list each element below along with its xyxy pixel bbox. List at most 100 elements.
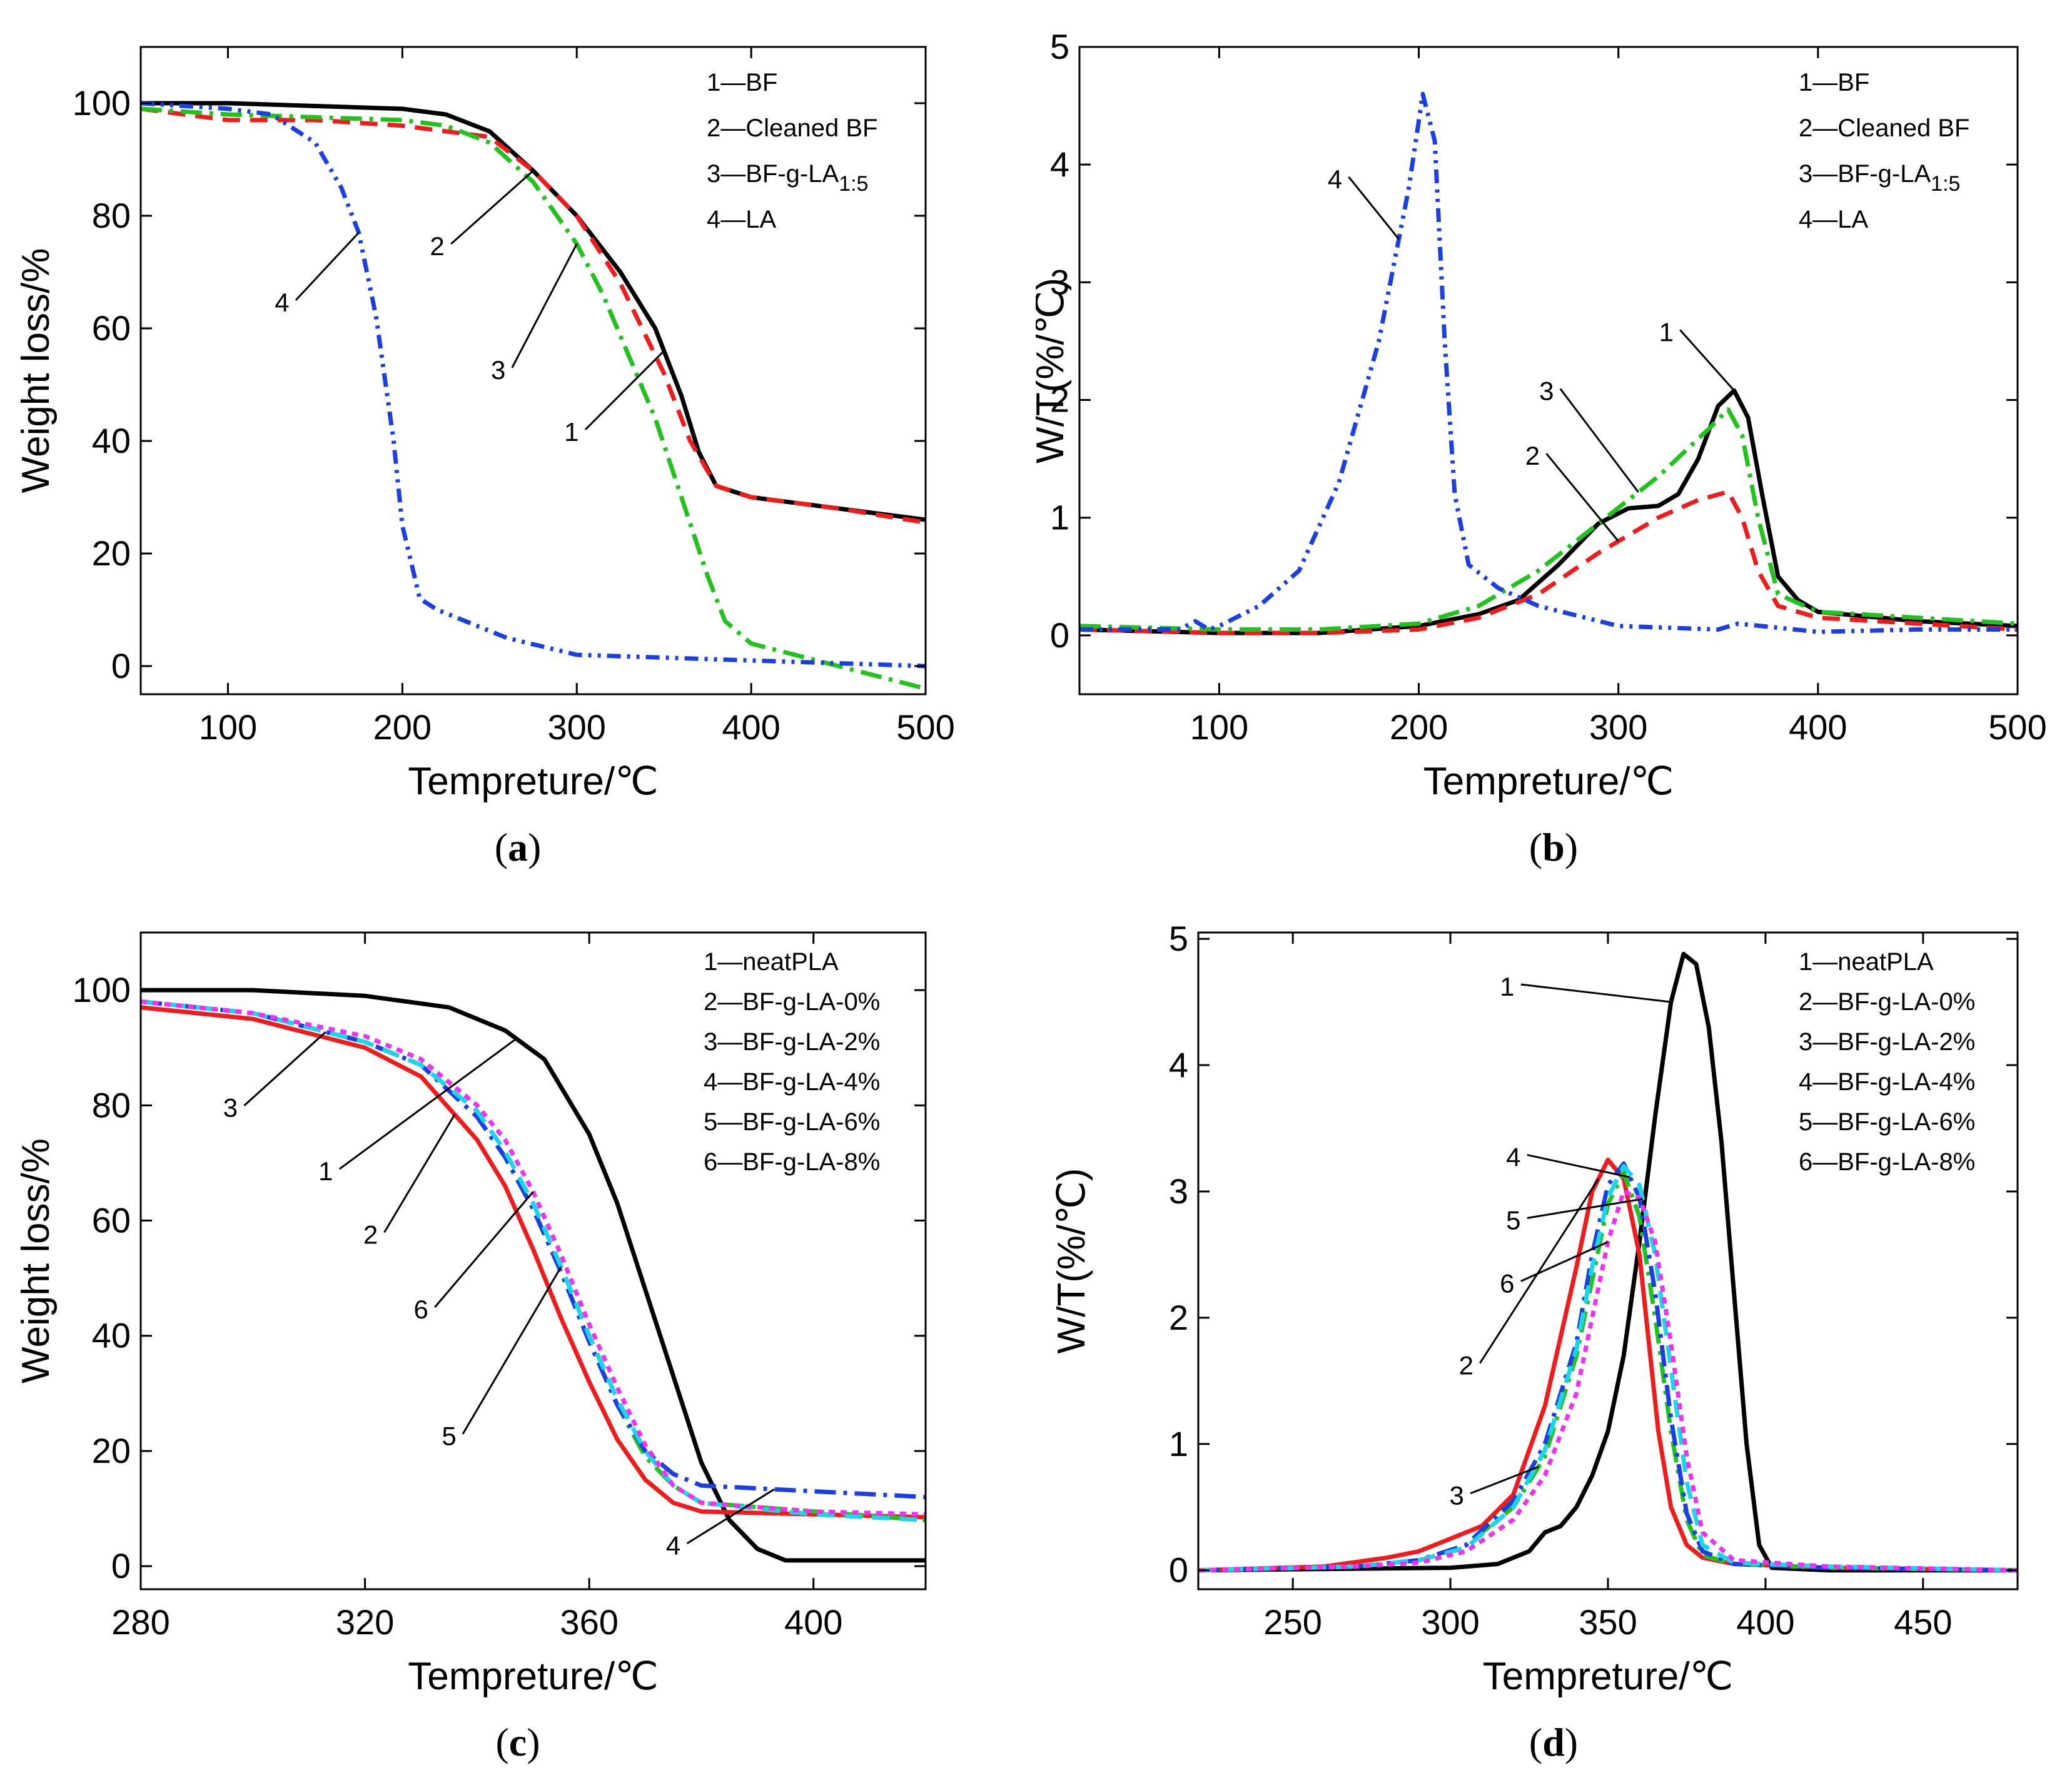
x-axis-label: Tempreture/℃ <box>1423 760 1674 803</box>
annotation-label: 4 <box>666 1531 680 1560</box>
annotation-label: 2 <box>1459 1351 1473 1380</box>
y-tick-label: 4 <box>1050 144 1069 184</box>
x-tick-label: 200 <box>373 707 432 747</box>
legend-entry: 4—BF-g-LA-4% <box>704 1068 880 1096</box>
x-tick-label: 400 <box>1789 707 1847 747</box>
caption-c: (c) <box>495 1720 540 1764</box>
y-tick-label: 3 <box>1050 262 1069 301</box>
x-tick-label: 400 <box>784 1602 842 1642</box>
legend-entry: 1—neatPLA <box>704 948 839 976</box>
y-axis-label: W/T(%/℃) <box>1036 278 1072 463</box>
x-tick-label: 100 <box>1190 707 1248 747</box>
plot-frame <box>139 46 927 695</box>
plot-frame <box>139 931 927 1590</box>
annotation-leader <box>338 1038 517 1170</box>
annotation-leader <box>450 169 534 245</box>
annotation-label: 4 <box>1506 1143 1520 1172</box>
y-tick-label: 0 <box>111 646 131 685</box>
y-tick-label: 100 <box>73 970 131 1009</box>
annotation-label: 5 <box>1506 1206 1520 1235</box>
legend-entry: 5—BF-g-LA-6% <box>1799 1108 1975 1136</box>
annotation-leader <box>1679 329 1735 392</box>
x-tick-label: 500 <box>1988 707 2046 747</box>
x-tick-label: 450 <box>1894 1602 1952 1642</box>
chart-b: 100 200 300 400 500 0 1 2 3 4 5 Tempreture/℃ W/T(%/℃… <box>1036 27 2047 803</box>
x-tick-label: 300 <box>1421 1602 1479 1642</box>
y-tick-label: 80 <box>92 1085 131 1125</box>
x-axis-label: Tempreture/℃ <box>408 1655 658 1698</box>
series-4-line <box>141 101 926 669</box>
series-3-line <box>1198 1170 2018 1573</box>
legend-entry: 3—BF-g-LA1:5 <box>707 160 868 196</box>
y-tick-label: 0 <box>111 1546 131 1585</box>
series-2-line <box>1079 489 2018 635</box>
panel-d: 250 300 350 400 450 0 1 2 3 4 5 Tempreture/℃ W/T(%/℃… <box>1036 895 2071 1790</box>
series-2-line <box>141 106 926 525</box>
series-3-line <box>1079 407 2018 632</box>
legend-entry: 2—Cleaned BF <box>707 114 877 142</box>
x-tick-label: 360 <box>560 1602 618 1642</box>
legend-entry: 3—BF-g-LA-2% <box>1799 1028 1975 1056</box>
chart-c: 280 320 360 400 0 20 40 60 80 100 Tempreture/℃ Weig… <box>14 931 927 1698</box>
series-1-line <box>1198 951 2018 1573</box>
caption-d: (d) <box>1529 1720 1579 1764</box>
chart-d: 250 300 350 400 450 0 1 2 3 4 5 Tempreture/℃ W/T(%/℃… <box>1050 919 2019 1698</box>
y-tick-label: 20 <box>92 1431 131 1470</box>
x-tick-label: 200 <box>1390 707 1448 747</box>
y-tick-label: 20 <box>92 533 131 573</box>
y-tick-label: 40 <box>92 1316 131 1355</box>
annotation-label: 3 <box>223 1093 238 1123</box>
annotation-label: 6 <box>1500 1268 1514 1298</box>
annotation-label: 1 <box>1500 972 1514 1001</box>
annotation-leader <box>383 1114 456 1233</box>
annotation-label: 2 <box>363 1220 378 1249</box>
y-tick-label: 5 <box>1169 919 1188 958</box>
series-3-line <box>141 106 926 691</box>
annotation-leader <box>1479 1178 1600 1364</box>
annotation-leader <box>511 243 578 368</box>
x-tick-label: 400 <box>1736 1602 1794 1642</box>
annotation-leader <box>434 1191 534 1308</box>
legend-entry: 4—LA <box>707 206 776 233</box>
annotation-leader <box>1470 1465 1539 1495</box>
y-tick-label: 5 <box>1050 27 1069 66</box>
chart-a: 100 200 300 400 500 0 20 40 60 80 100 Tempreture/℃ W… <box>14 46 955 803</box>
annotation-label: 5 <box>442 1422 456 1451</box>
y-axis-label: Weight loss/% <box>14 248 58 493</box>
annotation-label: 6 <box>414 1295 428 1324</box>
series-6-line <box>141 999 926 1517</box>
panel-a: 100 200 300 400 500 0 20 40 60 80 100 Tempreture/℃ W… <box>0 0 1036 895</box>
annotation-leader <box>462 1266 562 1435</box>
x-tick-label: 250 <box>1263 1602 1322 1642</box>
series-1-line <box>141 101 926 522</box>
panel-b: 100 200 300 400 500 0 1 2 3 4 5 Tempreture/℃ W/T(%/℃… <box>1036 0 2071 895</box>
annotation-leader <box>1348 176 1400 240</box>
y-tick-label: 80 <box>92 196 131 235</box>
series-1-line <box>141 988 926 1563</box>
series-5-line <box>1198 1164 2018 1573</box>
y-tick-label: 1 <box>1169 1424 1188 1464</box>
x-tick-label: 300 <box>1589 707 1647 747</box>
caption-a: (a) <box>494 825 542 869</box>
y-tick-label: 60 <box>92 1201 131 1240</box>
annotation-label: 2 <box>1525 441 1540 470</box>
y-tick-label: 40 <box>92 421 131 460</box>
annotation-leader <box>1527 1154 1630 1178</box>
y-axis-label: Weight loss/% <box>14 1138 58 1383</box>
annotation-label: 1 <box>318 1156 333 1186</box>
annotation-leader <box>1520 1241 1609 1282</box>
legend-entry: 5—BF-g-LA-6% <box>704 1108 880 1136</box>
legend-entry: 6—BF-g-LA-8% <box>1799 1148 1975 1176</box>
y-tick-label: 60 <box>92 308 131 348</box>
legend-entry: 1—neatPLA <box>1799 948 1934 976</box>
legend-entry: 4—BF-g-LA-4% <box>1799 1068 1975 1096</box>
legend-entry: 6—BF-g-LA-8% <box>704 1148 880 1176</box>
legend-entry: 2—BF-g-LA-0% <box>704 988 880 1016</box>
annotation-leader <box>1520 983 1671 1003</box>
caption-b: (b) <box>1529 825 1579 869</box>
y-tick-label: 2 <box>1050 380 1069 420</box>
legend-entry: 4—LA <box>1799 206 1868 233</box>
series-4-line <box>1079 91 2018 634</box>
legend-entry: 2—BF-g-LA-0% <box>1799 988 1975 1016</box>
